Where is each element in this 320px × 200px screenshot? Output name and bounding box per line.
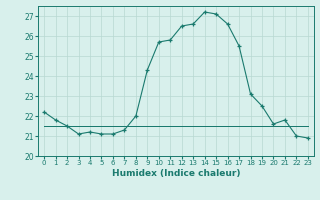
X-axis label: Humidex (Indice chaleur): Humidex (Indice chaleur) xyxy=(112,169,240,178)
